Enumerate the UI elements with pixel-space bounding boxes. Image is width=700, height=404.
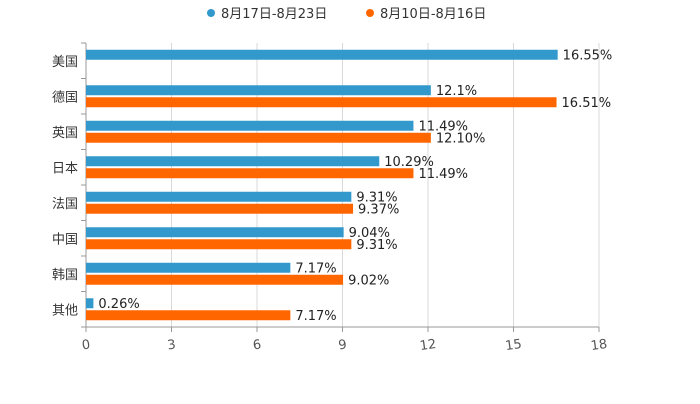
bar-s2-中国 — [86, 239, 352, 250]
data-label-s1: 10.29% — [384, 155, 434, 170]
bar-s2-德国 — [86, 97, 557, 108]
data-label-s2: 7.17% — [295, 309, 336, 324]
data-label-s1: 9.31% — [356, 190, 397, 205]
bar-s2-法国 — [86, 203, 354, 214]
x-tick-label: 18 — [590, 337, 608, 354]
legend-label-2: 8月10日-8月16日 — [380, 7, 486, 22]
bar-s1-韩国 — [86, 262, 291, 273]
bar-s1-英国 — [86, 120, 414, 131]
y-category-label: 韩国 — [52, 268, 78, 283]
y-category-label: 德国 — [52, 90, 78, 105]
x-tick-label: 9 — [337, 337, 347, 353]
data-label-s1: 7.17% — [295, 261, 336, 276]
data-label-s1: 0.26% — [98, 297, 139, 312]
data-label-s2: 11.49% — [418, 167, 468, 182]
y-category-label: 法国 — [52, 197, 78, 212]
data-label-s2: 9.02% — [348, 273, 389, 288]
y-category-label: 英国 — [52, 126, 78, 141]
y-category-label: 其他 — [52, 303, 78, 318]
legend: 8月17日-8月23日 8月10日-8月16日 — [207, 7, 486, 22]
x-tick-label: 6 — [252, 337, 262, 353]
bar-s2-英国 — [86, 132, 431, 143]
data-label-s2: 12.10% — [436, 131, 486, 146]
bar-s1-其他 — [86, 298, 94, 309]
legend-label-1: 8月17日-8月23日 — [221, 7, 327, 22]
data-label-s1: 9.04% — [349, 226, 390, 241]
bar-s2-韩国 — [86, 274, 344, 285]
bar-s1-德国 — [86, 85, 431, 96]
bar-s1-日本 — [86, 156, 380, 167]
x-tick-label: 3 — [166, 337, 176, 353]
data-label-s1: 12.1% — [436, 84, 477, 99]
bars — [86, 49, 558, 321]
data-label-s2: 9.37% — [358, 202, 399, 217]
bar-s1-中国 — [86, 227, 344, 238]
legend-marker-2 — [366, 9, 374, 17]
data-label-s1: 16.55% — [563, 48, 613, 63]
bar-s1-法国 — [86, 191, 352, 202]
y-category-label: 美国 — [52, 55, 78, 70]
x-tick-label: 12 — [419, 337, 437, 354]
x-tick-label: 15 — [504, 337, 522, 354]
data-label-s1: 11.49% — [418, 119, 468, 134]
bar-s2-其他 — [86, 310, 291, 321]
y-category-label: 中国 — [52, 232, 78, 247]
x-tick-label: 0 — [81, 337, 91, 353]
y-category-label: 日本 — [52, 161, 78, 176]
data-labels: 16.55%12.1%16.51%11.49%12.10%10.29%11.49… — [98, 48, 612, 324]
data-label-s2: 9.31% — [356, 238, 397, 253]
data-label-s2: 16.51% — [562, 96, 612, 111]
bar-s2-日本 — [86, 168, 414, 179]
bar-s1-美国 — [86, 49, 558, 60]
legend-marker-1 — [207, 9, 215, 17]
